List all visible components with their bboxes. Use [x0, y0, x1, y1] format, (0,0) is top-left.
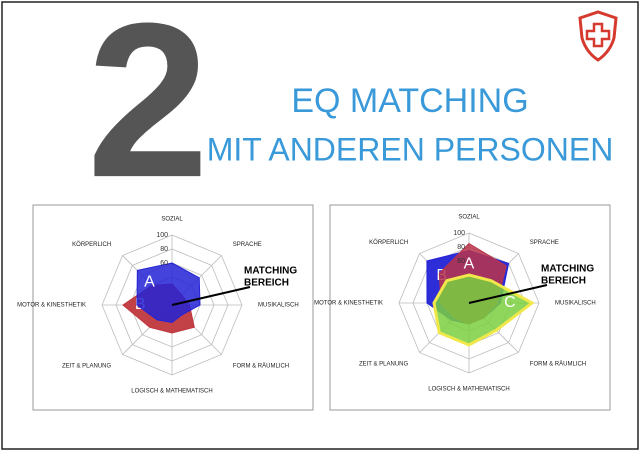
- category-label: KÖRPERLICH: [369, 239, 408, 246]
- category-label: MOTOR & KINESTHETIK: [314, 301, 383, 307]
- annotation: BEREICH: [244, 278, 289, 289]
- r-tick-label: 60: [457, 258, 465, 265]
- category-label: MOTOR & KINESTHETIK: [17, 303, 86, 309]
- category-label: MUSIKALISCH: [555, 301, 596, 307]
- big-number: 2: [87, 0, 209, 223]
- series-label: A: [144, 274, 155, 291]
- r-tick-label: 100: [453, 230, 465, 237]
- logo: [578, 10, 618, 62]
- category-label: LOGISCH & MATHEMATISCH: [131, 389, 212, 395]
- annotation: BEREICH: [541, 276, 586, 287]
- category-label: KÖRPERLICH: [72, 241, 111, 248]
- series-label: A: [464, 256, 475, 273]
- category-label: FORM & RÄUMLICH: [233, 362, 289, 369]
- title-line: EQ MATCHING: [291, 82, 528, 120]
- radar-area: [432, 273, 535, 347]
- category-label: SOZIAL: [161, 217, 183, 223]
- series-label: C: [504, 294, 516, 311]
- r-tick-label: 80: [160, 246, 168, 253]
- category-label: FORM & RÄUMLICH: [530, 360, 586, 367]
- category-label: SPRACHE: [233, 242, 262, 248]
- annotation: MATCHING: [244, 266, 297, 277]
- annotation-line: [468, 284, 548, 304]
- category-label: ZEIT & PLANUNG: [359, 361, 409, 367]
- radar-area: [136, 262, 201, 324]
- title-line: MIT ANDEREN PERSONEN: [207, 131, 614, 167]
- annotation: MATCHING: [541, 264, 594, 275]
- annotation-line: [171, 286, 251, 306]
- r-tick-label: 80: [457, 244, 465, 251]
- category-label: SOZIAL: [458, 215, 480, 221]
- r-tick-label: 100: [156, 232, 168, 239]
- category-label: SPRACHE: [530, 240, 559, 246]
- category-label: ZEIT & PLANUNG: [62, 363, 112, 369]
- r-tick-label: 60: [160, 260, 168, 267]
- category-label: LOGISCH & MATHEMATISCH: [428, 387, 509, 393]
- category-label: MUSIKALISCH: [258, 303, 299, 309]
